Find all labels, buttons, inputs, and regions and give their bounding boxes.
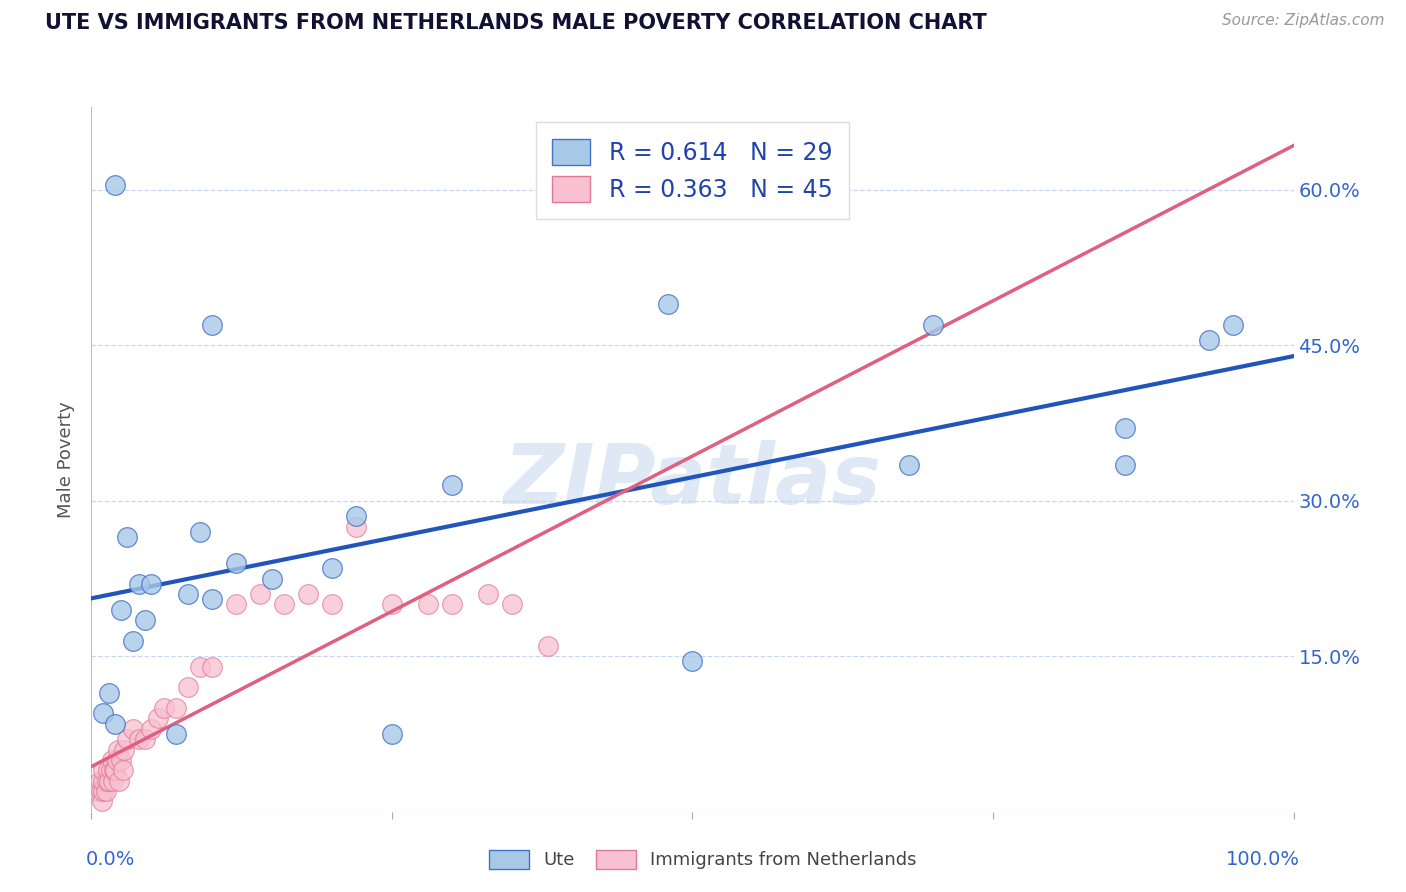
Legend: R = 0.614   N = 29, R = 0.363   N = 45: R = 0.614 N = 29, R = 0.363 N = 45 xyxy=(536,122,849,219)
Point xyxy=(681,655,703,669)
Point xyxy=(188,524,211,539)
Point xyxy=(105,753,128,767)
Point xyxy=(146,711,169,725)
Point xyxy=(97,764,120,778)
Point xyxy=(128,576,150,591)
Point xyxy=(141,576,163,591)
Point xyxy=(321,561,343,575)
Point xyxy=(344,520,367,534)
Point xyxy=(103,764,125,778)
Text: Source: ZipAtlas.com: Source: ZipAtlas.com xyxy=(1222,13,1385,29)
Point xyxy=(108,773,131,788)
Point xyxy=(128,732,150,747)
Text: 100.0%: 100.0% xyxy=(1226,850,1299,870)
Point xyxy=(152,701,174,715)
Point xyxy=(416,598,439,612)
Point xyxy=(122,722,145,736)
Point xyxy=(93,706,115,721)
Point xyxy=(100,764,122,778)
Point xyxy=(344,509,367,524)
Point xyxy=(297,587,319,601)
Point xyxy=(104,764,127,778)
Point xyxy=(90,784,112,798)
Point xyxy=(321,598,343,612)
Point xyxy=(122,633,145,648)
Point xyxy=(201,592,224,607)
Point xyxy=(104,178,127,192)
Point xyxy=(1114,421,1136,435)
Point xyxy=(501,598,523,612)
Point xyxy=(117,732,139,747)
Legend: Ute, Immigrants from Netherlands: Ute, Immigrants from Netherlands xyxy=(479,841,927,879)
Point xyxy=(1114,458,1136,472)
Point xyxy=(110,753,132,767)
Point xyxy=(225,598,247,612)
Point xyxy=(117,530,139,544)
Point xyxy=(273,598,295,612)
Point xyxy=(94,784,117,798)
Point xyxy=(107,742,129,756)
Text: 0.0%: 0.0% xyxy=(86,850,135,870)
Point xyxy=(165,727,187,741)
Point xyxy=(134,613,156,627)
Point xyxy=(176,681,198,695)
Point xyxy=(93,773,115,788)
Point xyxy=(134,732,156,747)
Point xyxy=(112,742,135,756)
Point xyxy=(165,701,187,715)
Point xyxy=(201,659,224,673)
Point xyxy=(225,556,247,570)
Point xyxy=(381,727,404,741)
Point xyxy=(101,773,124,788)
Point xyxy=(96,773,118,788)
Point xyxy=(176,587,198,601)
Point xyxy=(141,722,163,736)
Point xyxy=(537,639,560,653)
Point xyxy=(381,598,404,612)
Point xyxy=(1222,318,1244,332)
Point xyxy=(440,598,463,612)
Point xyxy=(98,773,121,788)
Point xyxy=(922,318,945,332)
Text: UTE VS IMMIGRANTS FROM NETHERLANDS MALE POVERTY CORRELATION CHART: UTE VS IMMIGRANTS FROM NETHERLANDS MALE … xyxy=(45,13,987,33)
Point xyxy=(104,716,127,731)
Point xyxy=(98,685,121,699)
Point xyxy=(110,602,132,616)
Point xyxy=(101,753,124,767)
Y-axis label: Male Poverty: Male Poverty xyxy=(58,401,76,517)
Point xyxy=(188,659,211,673)
Point xyxy=(93,784,115,798)
Point xyxy=(91,794,114,808)
Point xyxy=(89,773,111,788)
Point xyxy=(440,478,463,492)
Point xyxy=(86,784,108,798)
Point xyxy=(1198,333,1220,347)
Point xyxy=(93,764,115,778)
Point xyxy=(260,572,283,586)
Point xyxy=(657,297,679,311)
Point xyxy=(111,764,134,778)
Point xyxy=(477,587,499,601)
Point xyxy=(897,458,920,472)
Point xyxy=(201,318,224,332)
Point xyxy=(249,587,271,601)
Text: ZIPatlas: ZIPatlas xyxy=(503,440,882,521)
